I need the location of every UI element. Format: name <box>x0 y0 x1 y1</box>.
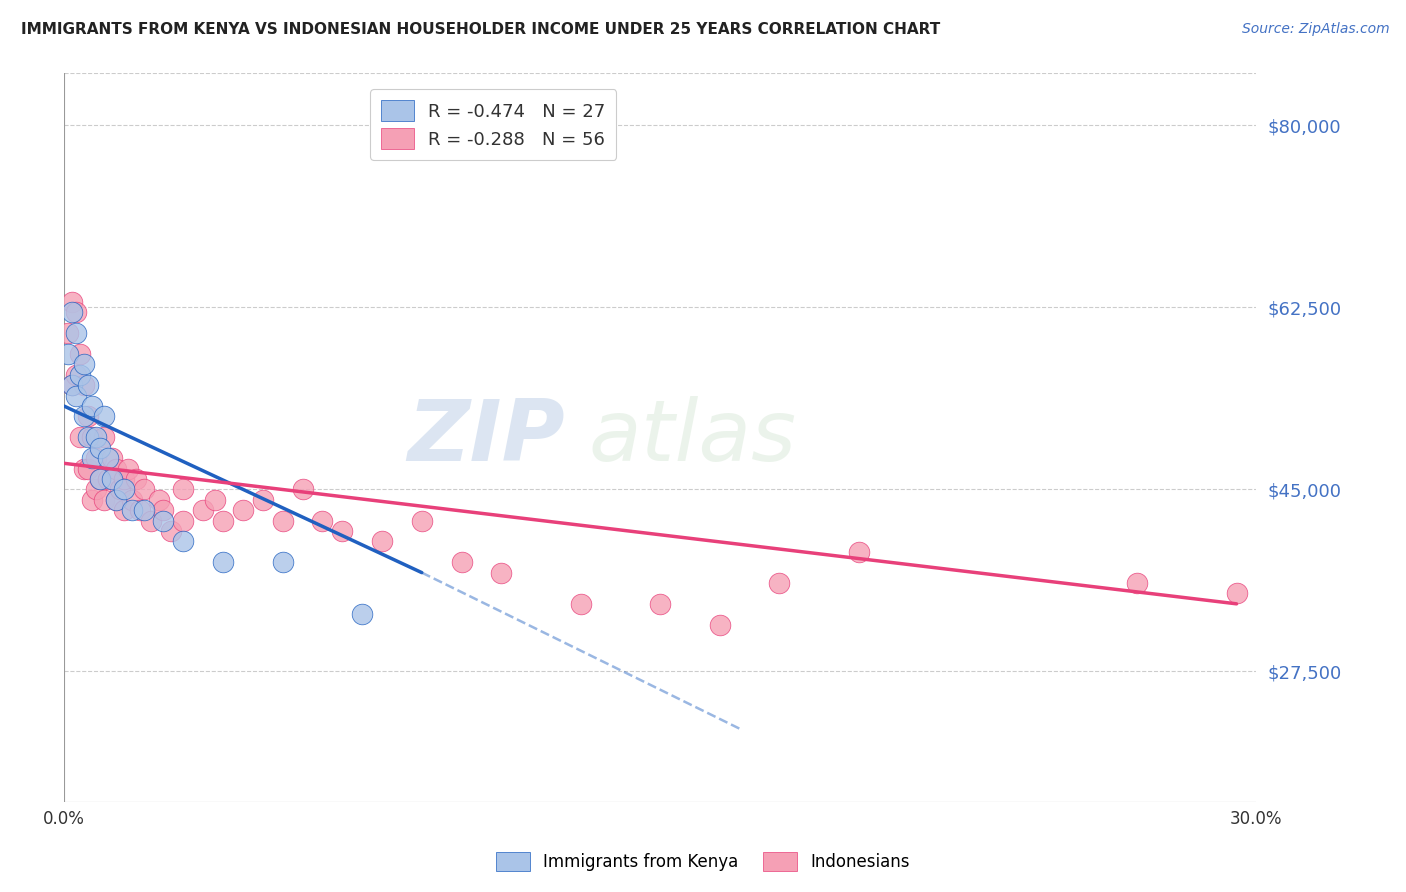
Point <box>97 472 120 486</box>
Point <box>152 514 174 528</box>
Point <box>65 389 87 403</box>
Point <box>80 430 103 444</box>
Point <box>132 483 155 497</box>
Point <box>69 430 91 444</box>
Point <box>1126 576 1149 591</box>
Point <box>252 492 274 507</box>
Point <box>73 378 96 392</box>
Point <box>121 503 143 517</box>
Point <box>97 451 120 466</box>
Point <box>80 492 103 507</box>
Point <box>450 555 472 569</box>
Point <box>104 492 127 507</box>
Point <box>93 409 115 424</box>
Point <box>848 545 870 559</box>
Point <box>271 514 294 528</box>
Point <box>93 430 115 444</box>
Point <box>77 378 100 392</box>
Point <box>69 347 91 361</box>
Point <box>69 368 91 382</box>
Text: Source: ZipAtlas.com: Source: ZipAtlas.com <box>1241 22 1389 37</box>
Point <box>65 368 87 382</box>
Point <box>411 514 433 528</box>
Point <box>271 555 294 569</box>
Legend: Immigrants from Kenya, Indonesians: Immigrants from Kenya, Indonesians <box>488 843 918 880</box>
Point <box>148 492 170 507</box>
Point <box>121 492 143 507</box>
Point <box>56 347 79 361</box>
Point <box>84 451 107 466</box>
Point <box>112 472 135 486</box>
Point <box>768 576 790 591</box>
Point <box>193 503 215 517</box>
Point <box>60 378 83 392</box>
Point <box>104 492 127 507</box>
Point <box>172 483 194 497</box>
Point <box>112 503 135 517</box>
Text: atlas: atlas <box>589 396 797 479</box>
Point <box>84 430 107 444</box>
Point <box>80 399 103 413</box>
Point <box>172 514 194 528</box>
Point <box>65 326 87 341</box>
Point <box>89 472 111 486</box>
Point <box>709 617 731 632</box>
Point <box>77 461 100 475</box>
Legend: R = -0.474   N = 27, R = -0.288   N = 56: R = -0.474 N = 27, R = -0.288 N = 56 <box>370 89 616 160</box>
Point <box>650 597 672 611</box>
Point <box>73 358 96 372</box>
Point <box>117 461 139 475</box>
Point <box>77 409 100 424</box>
Point <box>89 472 111 486</box>
Point <box>60 378 83 392</box>
Point <box>172 534 194 549</box>
Point <box>132 503 155 517</box>
Point <box>65 305 87 319</box>
Point <box>89 441 111 455</box>
Point <box>1225 586 1247 600</box>
Point <box>100 472 122 486</box>
Point <box>73 461 96 475</box>
Point <box>112 483 135 497</box>
Point <box>141 514 163 528</box>
Point <box>60 305 83 319</box>
Point <box>352 607 374 622</box>
Point <box>80 451 103 466</box>
Point <box>93 492 115 507</box>
Point <box>128 503 150 517</box>
Point <box>84 483 107 497</box>
Text: IMMIGRANTS FROM KENYA VS INDONESIAN HOUSEHOLDER INCOME UNDER 25 YEARS CORRELATIO: IMMIGRANTS FROM KENYA VS INDONESIAN HOUS… <box>21 22 941 37</box>
Point <box>124 472 146 486</box>
Point <box>104 461 127 475</box>
Point <box>73 409 96 424</box>
Point <box>152 503 174 517</box>
Point <box>77 430 100 444</box>
Point <box>311 514 333 528</box>
Point <box>212 514 235 528</box>
Point <box>330 524 353 538</box>
Point <box>108 483 131 497</box>
Point <box>371 534 394 549</box>
Point <box>569 597 592 611</box>
Point <box>56 326 79 341</box>
Point <box>100 451 122 466</box>
Point <box>232 503 254 517</box>
Point <box>160 524 183 538</box>
Point <box>204 492 226 507</box>
Point <box>212 555 235 569</box>
Point <box>491 566 513 580</box>
Text: ZIP: ZIP <box>408 396 565 479</box>
Point <box>60 295 83 310</box>
Point <box>291 483 314 497</box>
